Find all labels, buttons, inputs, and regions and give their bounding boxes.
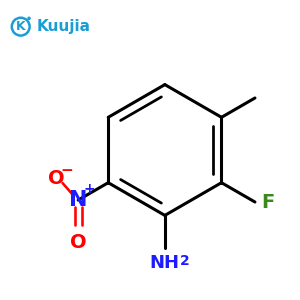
Text: K: K [16,20,26,33]
Text: Kuujia: Kuujia [37,19,91,34]
Text: −: − [60,163,73,178]
Text: O: O [48,169,65,188]
Text: O: O [70,233,86,252]
Text: +: + [84,182,95,196]
Text: N: N [69,190,87,210]
Text: 2: 2 [180,254,190,268]
Text: NH: NH [150,254,180,272]
Circle shape [27,16,31,20]
Text: F: F [262,193,275,211]
